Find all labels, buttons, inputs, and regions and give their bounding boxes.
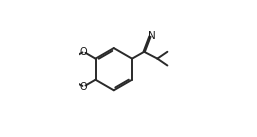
Text: O: O (80, 47, 87, 57)
Text: O: O (80, 82, 87, 92)
Text: N: N (149, 31, 156, 41)
